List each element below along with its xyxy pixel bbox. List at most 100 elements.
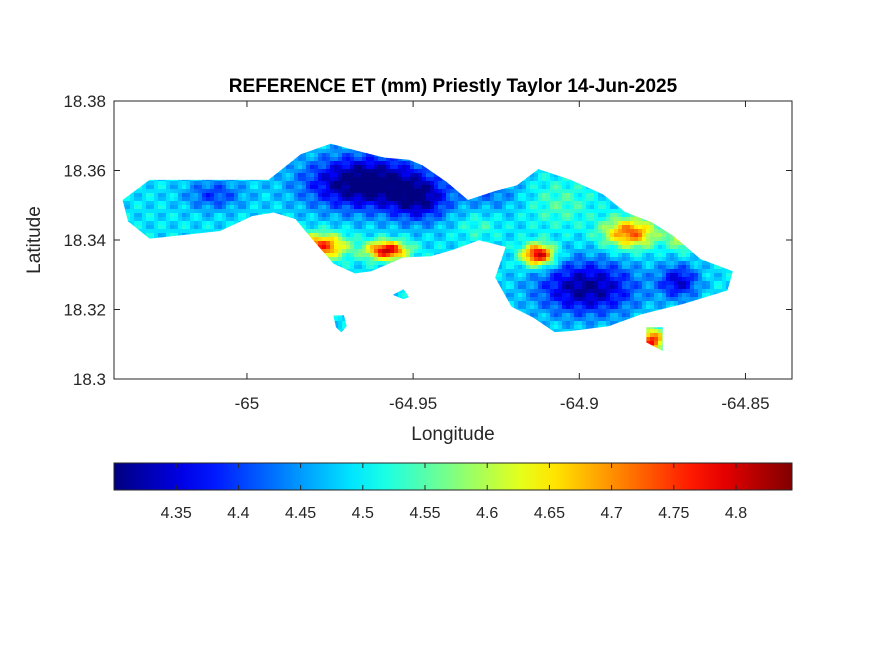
heatmap-cell	[198, 205, 203, 210]
heatmap-cell	[286, 213, 291, 218]
heatmap-cell	[322, 165, 327, 170]
heatmap-cell	[378, 213, 383, 218]
heatmap-cell	[278, 205, 283, 210]
heatmap-cell	[302, 205, 307, 210]
heatmap-cell	[394, 169, 399, 174]
heatmap-cell	[310, 217, 315, 222]
heatmap-cell	[226, 185, 231, 190]
heatmap-cell	[170, 209, 175, 214]
heatmap-cell	[622, 213, 627, 218]
heatmap-cell	[570, 185, 575, 190]
heatmap-cell	[450, 213, 455, 218]
heatmap-cell	[362, 177, 367, 182]
heatmap-cell	[286, 165, 291, 170]
heatmap-cell	[210, 197, 215, 202]
heatmap-cell	[314, 165, 319, 170]
heatmap-cell	[590, 189, 595, 194]
heatmap-cell	[562, 197, 567, 202]
heatmap-cell	[546, 209, 551, 214]
heatmap-cell	[134, 209, 139, 214]
heatmap-cell	[162, 193, 167, 198]
heatmap-cell	[242, 217, 247, 222]
heatmap-cell	[246, 197, 251, 202]
heatmap-cell	[334, 157, 339, 162]
heatmap-cell	[402, 201, 407, 206]
heatmap-cell	[194, 189, 199, 194]
heatmap-cell	[362, 153, 367, 158]
heatmap-cell	[534, 205, 539, 210]
heatmap-cell	[194, 193, 199, 198]
heatmap-cell	[566, 189, 571, 194]
heatmap-cell	[418, 197, 423, 202]
heatmap-cell	[322, 213, 327, 218]
heatmap-cell	[378, 169, 383, 174]
heatmap-cell	[614, 213, 619, 218]
heatmap-cell	[398, 189, 403, 194]
heatmap-cell	[606, 197, 611, 202]
heatmap-cell	[626, 213, 631, 218]
heatmap-cell	[310, 189, 315, 194]
heatmap-cell	[326, 185, 331, 190]
heatmap-cell	[418, 189, 423, 194]
heatmap-cell	[266, 189, 271, 194]
heatmap-cell	[334, 213, 339, 218]
heatmap-cell	[278, 197, 283, 202]
heatmap-cell	[282, 213, 287, 218]
heatmap-cell	[310, 165, 315, 170]
heatmap-cell	[306, 193, 311, 198]
heatmap-cell	[370, 177, 375, 182]
heatmap-cell	[158, 181, 163, 186]
heatmap-cell	[262, 197, 267, 202]
heatmap-cell	[274, 173, 279, 178]
heatmap-cell	[538, 197, 543, 202]
heatmap-cell	[354, 197, 359, 202]
heatmap-cell	[358, 217, 363, 222]
heatmap-cell	[410, 213, 415, 218]
heatmap-cell	[142, 185, 147, 190]
heatmap-cell	[294, 189, 299, 194]
heatmap-cell	[250, 193, 255, 198]
heatmap-cell	[158, 205, 163, 210]
heatmap-cell	[474, 209, 479, 214]
heatmap-cell	[562, 205, 567, 210]
heatmap-cell	[406, 181, 411, 186]
heatmap-cell	[334, 209, 339, 214]
heatmap-cell	[146, 201, 151, 206]
heatmap-cell	[162, 217, 167, 222]
heatmap-cell	[398, 213, 403, 218]
heatmap-cell	[326, 173, 331, 178]
heatmap-cell	[522, 193, 527, 198]
heatmap-cell	[330, 157, 335, 162]
heatmap-cell	[526, 201, 531, 206]
heatmap-cell	[334, 197, 339, 202]
heatmap-cell	[242, 201, 247, 206]
heatmap-cell	[222, 189, 227, 194]
heatmap-cell	[370, 173, 375, 178]
heatmap-cell	[294, 169, 299, 174]
heatmap-cell	[238, 197, 243, 202]
heatmap-cell	[502, 193, 507, 198]
heatmap-cell	[518, 213, 523, 218]
heatmap-cell	[522, 189, 527, 194]
heatmap-cell	[550, 181, 555, 186]
heatmap-cell	[222, 209, 227, 214]
heatmap-cell	[562, 213, 567, 218]
heatmap-cell	[394, 177, 399, 182]
heatmap-cell	[346, 149, 351, 154]
heatmap-cell	[166, 193, 171, 198]
heatmap-cell	[414, 181, 419, 186]
heatmap-cell	[258, 201, 263, 206]
heatmap-cell	[290, 173, 295, 178]
heatmap-cell	[330, 213, 335, 218]
heatmap-cell	[370, 181, 375, 186]
heatmap-cell	[402, 197, 407, 202]
heatmap-cell	[490, 209, 495, 214]
heatmap-cell	[314, 213, 319, 218]
heatmap-cell	[398, 177, 403, 182]
heatmap-cell	[170, 181, 175, 186]
heatmap-cell	[158, 209, 163, 214]
heatmap-cell	[230, 209, 235, 214]
heatmap-cell	[386, 201, 391, 206]
heatmap-cell	[406, 177, 411, 182]
heatmap-cell	[578, 205, 583, 210]
